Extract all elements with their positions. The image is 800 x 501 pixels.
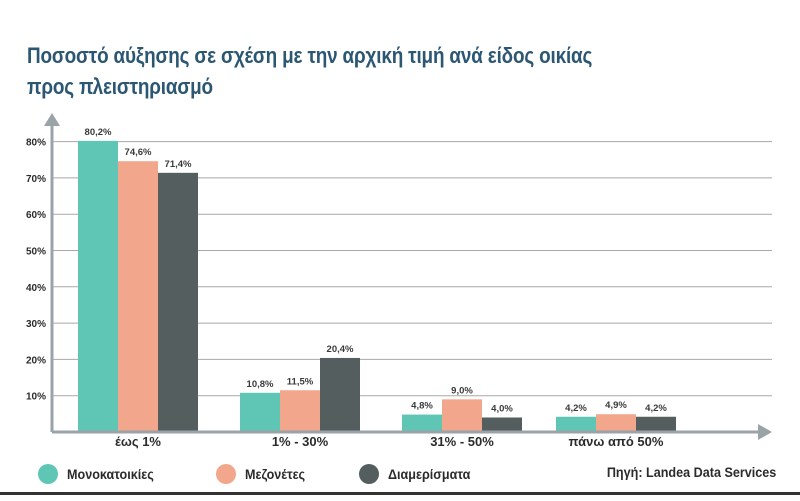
y-tick-label: 60% (26, 210, 46, 221)
data-label: 4,8% (411, 401, 433, 412)
bar (320, 357, 360, 432)
bar (596, 414, 636, 432)
legend-swatch (38, 464, 58, 484)
bar (636, 416, 676, 432)
bar (482, 417, 522, 432)
data-label: 4,2% (565, 403, 587, 414)
legend-swatch (359, 464, 379, 484)
x-category-label: πάνω από 50% (569, 434, 664, 449)
bar (158, 172, 198, 432)
legend-label: Μεζονέτες (245, 466, 306, 482)
y-tick-label: 70% (26, 174, 46, 185)
data-label: 4,9% (605, 400, 627, 411)
x-category-label: 1% - 30% (272, 434, 329, 449)
source-note: Πηγή: Landea Data Services (606, 464, 776, 480)
y-axis-arrow (44, 113, 60, 126)
bar (240, 392, 280, 432)
bar (280, 390, 320, 432)
data-label: 71,4% (165, 159, 192, 170)
bar (78, 140, 118, 432)
bar (556, 416, 596, 432)
data-label: 11,5% (287, 376, 314, 387)
y-tick-labels: 10% 20% 30% 40% 50% 60% 70% 80% (26, 138, 46, 403)
y-tick-label: 80% (26, 138, 46, 149)
bar (402, 414, 442, 432)
y-tick-label: 20% (26, 355, 46, 366)
data-label: 20,4% (327, 344, 354, 355)
axes (44, 113, 772, 440)
y-tick-label: 40% (26, 283, 46, 294)
bar (118, 161, 158, 432)
bottom-divider (0, 492, 800, 495)
legend-item: Μονοκατοικίες (38, 460, 163, 488)
bar (442, 399, 482, 432)
x-category-label: έως 1% (115, 434, 161, 449)
data-label: 74,6% (125, 147, 152, 158)
legend-swatch (216, 464, 236, 484)
legend-item: Διαμερίσματα (359, 460, 480, 488)
legend-label: Μονοκατοικίες (67, 466, 154, 482)
chart-title: Ποσοστό αύξησης σε σχέση με την αρχική τ… (27, 43, 593, 99)
x-axis-arrow (758, 424, 772, 440)
data-label: 4,0% (491, 403, 513, 414)
data-label: 4,2% (645, 403, 667, 414)
legend-item: Μεζονέτες (216, 460, 312, 488)
y-tick-label: 30% (26, 319, 46, 330)
x-category-labels: έως 1% 1% - 30% 31% - 50% πάνω από 50% (115, 434, 664, 449)
data-label: 10,8% (247, 379, 274, 390)
bars (78, 140, 676, 432)
x-category-label: 31% - 50% (430, 434, 494, 449)
legend: Μονοκατοικίες Μεζονέτες Διαμερίσματα (0, 460, 800, 488)
y-tick-label: 50% (26, 247, 46, 258)
legend-label: Διαμερίσματα (388, 466, 471, 482)
y-tick-label: 10% (26, 392, 46, 403)
data-label: 9,0% (451, 385, 473, 396)
data-labels: 80,2% 74,6% 71,4% 10,8% 11,5% 20,4% 4,8% 9,0% 4,… (85, 127, 668, 415)
data-label: 80,2% (85, 127, 112, 138)
